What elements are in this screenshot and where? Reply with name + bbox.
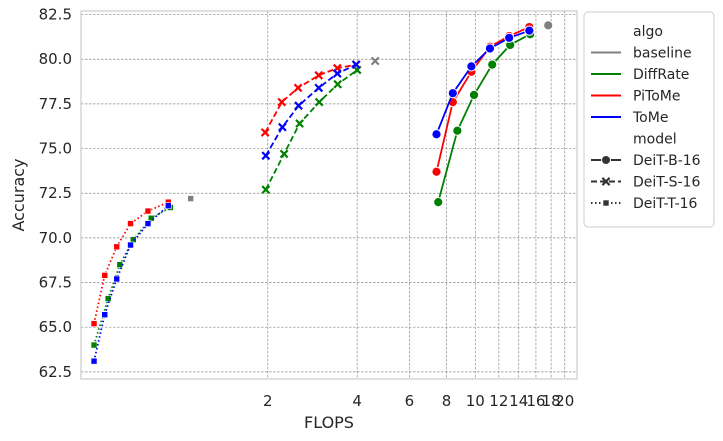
series-line-tome-deit-s-16	[265, 63, 357, 157]
data-point	[90, 320, 98, 327]
x-tick-label: 18	[542, 392, 561, 410]
data-point	[101, 311, 109, 318]
x-tick-label: 12	[489, 392, 508, 410]
legend-label-diffrate: DiffRate	[633, 67, 689, 83]
data-point	[504, 32, 515, 43]
legend-label-deit-s-16: DeiT-S-16	[633, 175, 700, 191]
y-tick-label: 80.0	[39, 50, 72, 68]
data-point	[127, 241, 134, 249]
data-point	[314, 97, 324, 107]
legend-label-baseline: baseline	[633, 46, 692, 62]
legend-box	[583, 11, 715, 228]
data-point	[104, 295, 112, 302]
series-tome-deit-s-16	[261, 60, 361, 161]
data-point	[447, 88, 458, 99]
y-tick-label: 65.0	[39, 318, 72, 336]
data-point	[484, 43, 496, 54]
data-point	[314, 83, 324, 93]
data-point	[524, 25, 535, 36]
legend-marker-deit-b-16	[601, 155, 611, 165]
series-line-pitome-deit-t-16	[93, 201, 169, 324]
y-tick-label: 62.5	[39, 363, 72, 381]
data-point	[431, 166, 442, 177]
data-point	[113, 275, 121, 283]
y-tick-label: 72.5	[39, 184, 72, 202]
x-tick-label: 6	[405, 392, 415, 410]
y-tick-label: 77.5	[39, 95, 72, 113]
data-point	[261, 185, 271, 195]
legend: algo baseline DiffRate PiToMe ToMe model DeiT-…	[583, 11, 715, 228]
data-point	[468, 89, 480, 101]
data-point	[314, 70, 324, 80]
data-point	[351, 60, 361, 69]
data-point	[90, 341, 98, 349]
data-point	[101, 272, 109, 279]
data-point	[333, 79, 343, 89]
data-point	[279, 149, 289, 159]
data-point	[433, 197, 444, 208]
data-point	[165, 202, 172, 210]
data-point	[113, 243, 121, 251]
series-line-pitome-deit-s-16	[264, 63, 357, 133]
y-tick-label: 70.0	[39, 229, 72, 247]
plot-frame	[80, 10, 578, 380]
data-point	[144, 207, 152, 215]
series-group	[90, 20, 554, 365]
series-tome-deit-b-16	[431, 25, 535, 140]
data-point	[293, 83, 303, 93]
data-point	[277, 97, 287, 107]
data-point	[260, 128, 270, 137]
legend-marker-deit-t-16	[602, 199, 610, 207]
data-point	[277, 122, 287, 132]
data-point	[431, 129, 442, 140]
data-point	[466, 61, 477, 72]
x-tick-label: 20	[555, 392, 574, 410]
y-tick-label: 75.0	[39, 140, 72, 158]
x-tick-label: 2	[263, 392, 273, 410]
x-tick-label: 4	[352, 392, 362, 410]
x-axis-label: FLOPS	[304, 413, 354, 432]
series-tome-deit-t-16	[90, 202, 172, 365]
legend-label-deit-b-16: DeiT-B-16	[633, 153, 701, 169]
y-tick-labels: 62.5 65.0 67.5 70.0 72.5 75.0 77.5 80.0 82.5	[39, 6, 72, 381]
legend-title-model: model	[633, 132, 677, 148]
data-point	[127, 220, 134, 227]
legend-label-pitome: PiToMe	[633, 89, 680, 105]
series-baseline-deit-b-16	[543, 20, 554, 31]
legend-label-deit-t-16: DeiT-T-16	[633, 196, 698, 212]
x-tick-label: 10	[466, 392, 485, 410]
legend-marker-deit-s-16	[601, 177, 611, 186]
series-baseline-deit-s-16	[370, 56, 380, 66]
x-tick-label: 8	[442, 392, 452, 410]
data-point	[487, 59, 498, 70]
y-tick-label: 82.5	[39, 6, 72, 24]
data-point	[332, 69, 342, 78]
data-point	[295, 119, 304, 128]
data-point	[370, 56, 380, 66]
legend-label-tome: ToMe	[632, 110, 668, 126]
y-tick-label: 67.5	[39, 274, 72, 292]
data-point	[144, 220, 152, 227]
y-axis-label: Accuracy	[9, 158, 28, 231]
x-tick-label: 14	[509, 392, 528, 410]
data-point	[90, 357, 98, 365]
data-point	[294, 101, 303, 111]
data-point	[543, 20, 554, 31]
series-diffrate-deit-s-16	[261, 65, 362, 195]
data-point	[261, 151, 271, 161]
data-point	[452, 125, 463, 136]
legend-title-algo: algo	[633, 24, 663, 40]
grid	[81, 11, 577, 379]
data-point	[187, 195, 194, 202]
series-baseline-deit-t-16	[187, 195, 194, 202]
series-pitome-deit-t-16	[90, 198, 172, 327]
x-tick-label: 16	[526, 392, 545, 410]
